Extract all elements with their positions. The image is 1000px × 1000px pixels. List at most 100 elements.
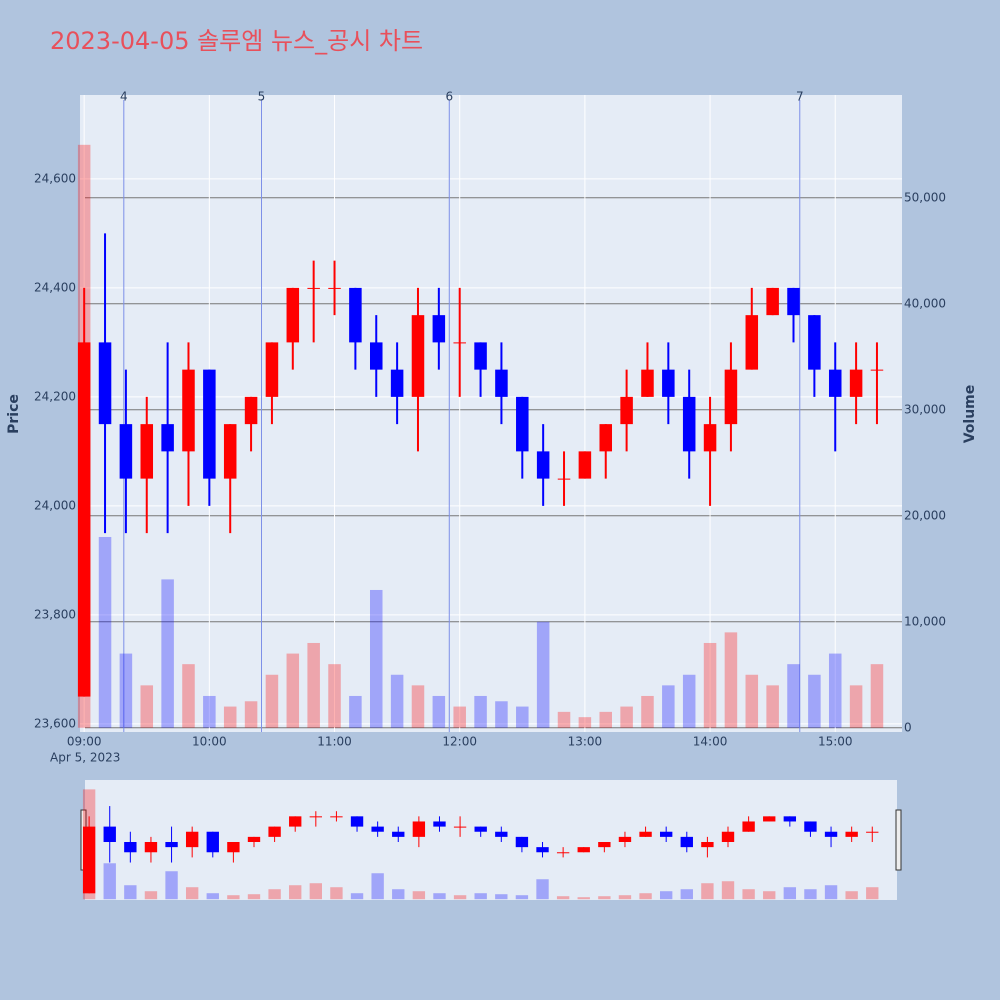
slider-candle-body <box>268 826 281 837</box>
volume-bar <box>349 695 362 728</box>
candle-body <box>870 369 884 371</box>
y-tick-label: 24,400 <box>34 280 76 294</box>
volume-bar <box>578 717 592 728</box>
candle-body <box>203 369 216 479</box>
y-tick-label: 23,600 <box>34 716 76 730</box>
slider-candle-body <box>515 836 529 848</box>
y2-tick-label: 30,000 <box>904 402 946 416</box>
volume-bar <box>203 695 216 728</box>
slider-candle-body <box>206 831 219 853</box>
volume-bar <box>244 701 258 728</box>
candle-body <box>98 342 112 425</box>
x-tick-label: 13:00 <box>568 735 603 749</box>
volume-bar <box>557 711 571 728</box>
candle-body <box>286 287 300 343</box>
volume-bar <box>766 685 779 728</box>
volume-bar <box>119 653 133 728</box>
candle-body <box>182 369 195 452</box>
annotation-label: 4 <box>120 90 128 104</box>
slider-volume-bar <box>866 887 879 900</box>
volume-bar <box>724 632 738 728</box>
slider-candle-body <box>804 821 817 832</box>
y2-tick-label: 40,000 <box>904 296 946 310</box>
y2-tick-label: 0 <box>904 720 912 734</box>
x-tick-label: 11:00 <box>317 735 352 749</box>
volume-bar <box>140 685 154 728</box>
x-tick-label: 10:00 <box>192 735 227 749</box>
y2-axis-title: Volume <box>962 385 978 444</box>
x-tick-label: 09:00 <box>67 735 102 749</box>
annotation-label: 7 <box>796 90 804 104</box>
volume-bar <box>495 701 508 728</box>
volume-bar <box>808 674 821 728</box>
candle-body <box>265 342 279 397</box>
volume-bar <box>516 706 529 728</box>
slider-candle-body <box>598 842 611 848</box>
slider-volume-bar <box>165 871 178 900</box>
slider-volume-bar <box>206 893 219 900</box>
candle-body <box>411 315 425 397</box>
y-tick-label: 24,000 <box>34 498 76 512</box>
candle-body <box>536 451 550 479</box>
volume-bar <box>223 706 237 728</box>
slider-volume-bar <box>701 883 714 900</box>
candle-body <box>745 315 759 370</box>
slider-volume-bar <box>536 879 549 900</box>
x-tick-label: 14:00 <box>693 735 728 749</box>
range-slider[interactable] <box>85 780 897 900</box>
slider-volume-bar <box>824 885 838 900</box>
slider-candle-body <box>618 836 632 843</box>
slider-candle-body <box>659 831 673 837</box>
volume-bar <box>662 685 675 728</box>
slider-candle-body <box>289 816 302 827</box>
candle-body <box>390 369 404 397</box>
volume-bar <box>390 674 404 728</box>
candle-body <box>140 424 154 479</box>
y-tick-label: 23,800 <box>34 607 76 621</box>
candle-body <box>516 396 529 452</box>
slider-volume-bar <box>227 895 240 900</box>
volume-bar <box>849 685 863 728</box>
slider-volume-bar <box>845 891 858 900</box>
slider-candle-body <box>309 816 323 818</box>
volume-bar <box>182 664 195 728</box>
candle-body <box>828 369 842 397</box>
slider-candle-body <box>824 831 838 837</box>
candle-body <box>724 369 738 425</box>
slider-candle-body <box>103 826 116 843</box>
slider-volume-bar <box>474 893 487 900</box>
candle-body <box>766 287 779 316</box>
slider-candle-body <box>165 842 178 848</box>
y2-tick-label: 20,000 <box>904 508 946 522</box>
slider-candle-body <box>639 831 652 837</box>
annotation-label: 5 <box>258 90 266 104</box>
volume-bar <box>641 695 654 728</box>
slider-candle-body <box>371 826 384 832</box>
x-tick-label: 12:00 <box>442 735 477 749</box>
slider-volume-bar <box>556 896 570 900</box>
volume-bar <box>328 664 341 728</box>
slider-volume-bar <box>289 885 302 900</box>
candle-body <box>119 424 133 479</box>
candle-body <box>599 424 613 452</box>
slider-candle-body <box>185 831 199 848</box>
volume-bar <box>620 706 633 728</box>
slider-candle-body <box>680 836 693 848</box>
candle-body <box>474 342 487 370</box>
slider-candle-body <box>433 821 446 827</box>
candle-body <box>307 287 320 289</box>
slider-volume-bar <box>124 885 137 900</box>
candle-body <box>453 342 466 344</box>
candle-body <box>703 424 717 452</box>
candle-body <box>223 424 237 479</box>
annotation-label: 6 <box>445 90 453 104</box>
volume-bar <box>98 536 112 728</box>
slider-volume-bar <box>185 887 199 900</box>
slider-handle[interactable] <box>895 809 902 871</box>
volume-bar <box>161 579 174 728</box>
slider-volume-bar <box>268 889 281 900</box>
slider-volume-bar <box>103 863 116 900</box>
candle-body <box>432 315 446 343</box>
volume-bar <box>745 674 759 728</box>
